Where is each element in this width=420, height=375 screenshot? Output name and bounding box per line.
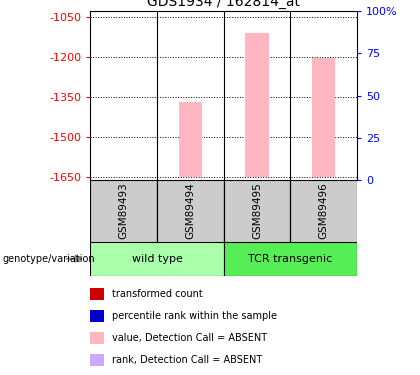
Text: GSM89496: GSM89496: [319, 183, 329, 239]
Bar: [157, 180, 223, 242]
Bar: [223, 242, 357, 276]
Text: GSM89493: GSM89493: [118, 183, 129, 239]
Text: value, Detection Call = ABSENT: value, Detection Call = ABSENT: [113, 333, 268, 343]
Bar: [90, 180, 157, 242]
Bar: [223, 180, 290, 242]
Text: wild type: wild type: [131, 254, 182, 264]
Title: GDS1934 / 162814_at: GDS1934 / 162814_at: [147, 0, 300, 9]
Bar: [245, 33, 269, 177]
Bar: [312, 58, 335, 177]
Bar: [290, 180, 357, 242]
Text: genotype/variation: genotype/variation: [2, 254, 95, 264]
Bar: [90, 310, 105, 322]
Text: percentile rank within the sample: percentile rank within the sample: [113, 311, 277, 321]
Text: GSM89495: GSM89495: [252, 183, 262, 239]
Bar: [90, 242, 223, 276]
Text: transformed count: transformed count: [113, 289, 203, 299]
Bar: [90, 288, 105, 300]
Text: GSM89494: GSM89494: [185, 183, 195, 239]
Text: rank, Detection Call = ABSENT: rank, Detection Call = ABSENT: [113, 355, 262, 365]
Text: TCR transgenic: TCR transgenic: [248, 254, 333, 264]
Bar: [178, 102, 202, 177]
Bar: [90, 332, 105, 344]
Bar: [90, 354, 105, 366]
